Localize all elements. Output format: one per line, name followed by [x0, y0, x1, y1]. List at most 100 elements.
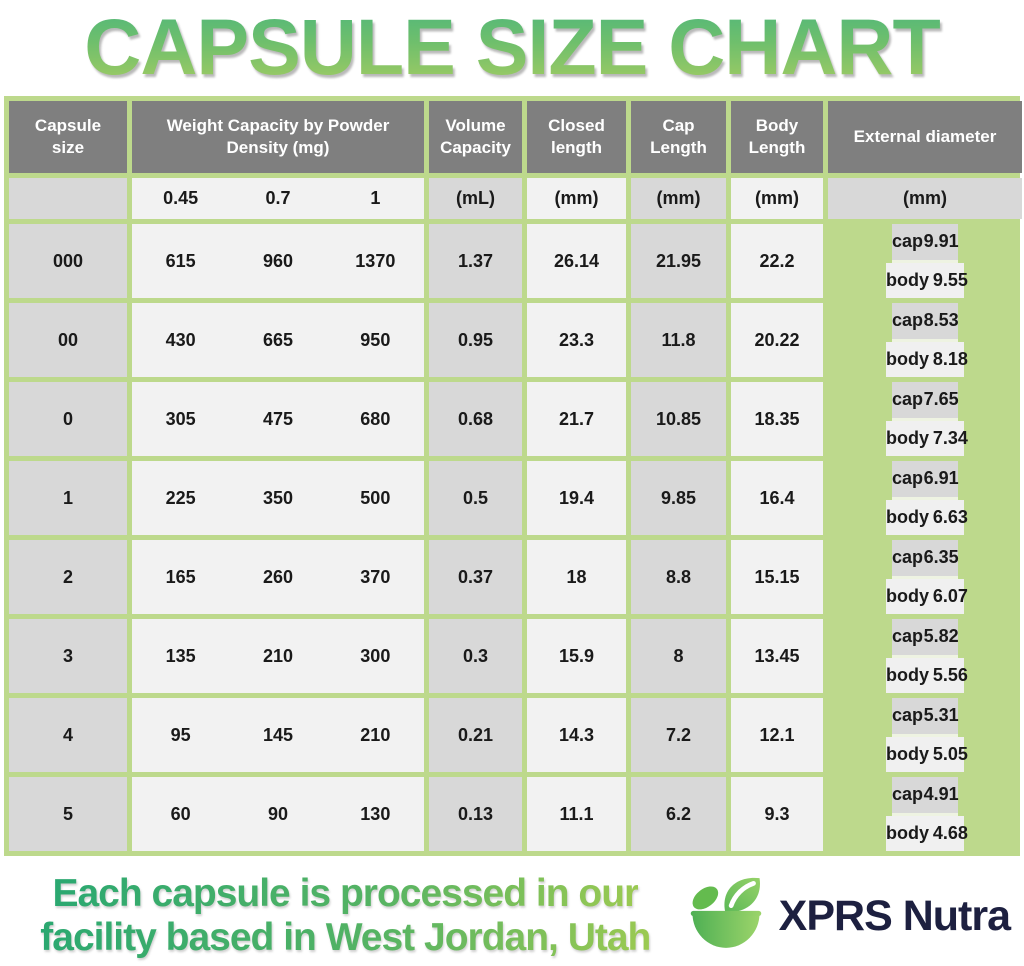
- title-bar: CAPSULE SIZE CHART: [0, 0, 1024, 94]
- external-cap-value: 8.53: [923, 310, 959, 331]
- body-length-cell: 9.3: [731, 777, 823, 851]
- body-length-cell: 20.22: [731, 303, 823, 377]
- external-body-label: body: [885, 427, 929, 448]
- volume-capacity-cell: 1.37: [429, 224, 522, 298]
- brand-name: XPRS Nutra: [778, 891, 1011, 940]
- external-diameter-cell: cap 6.35 body 6.07: [828, 540, 1022, 614]
- units-closed: (mm): [527, 178, 626, 219]
- table-row: 4 95 145 210 0.21 14.3 7.2 12.1 cap 5.31…: [9, 698, 1015, 772]
- volume-capacity-cell: 0.21: [429, 698, 522, 772]
- body-length-cell: 13.45: [731, 619, 823, 693]
- table-row: 000 615 960 1370 1.37 26.14 21.95 22.2 c…: [9, 224, 1015, 298]
- weight-at-1: 130: [360, 803, 391, 824]
- weight-at-1: 300: [360, 645, 391, 666]
- table-row: 2 165 260 370 0.37 18 8.8 15.15 cap 6.35…: [9, 540, 1015, 614]
- density-045: 0.45: [163, 188, 199, 208]
- capsule-size-cell: 000: [9, 224, 127, 298]
- cap-length-cell: 8: [631, 619, 726, 693]
- external-body-row: body 9.55: [885, 262, 968, 298]
- weight-at-07: 145: [262, 724, 294, 745]
- brand-logo: XPRS Nutra: [683, 873, 1011, 959]
- weight-at-1: 500: [360, 487, 391, 508]
- weight-at-07: 260: [262, 566, 294, 587]
- weight-at-07: 475: [262, 408, 294, 429]
- external-body-value: 7.34: [932, 427, 968, 448]
- external-cap-value: 6.35: [923, 547, 959, 568]
- mortar-leaf-icon: [690, 877, 761, 948]
- cap-length-cell: 11.8: [631, 303, 726, 377]
- capsule-size-cell: 3: [9, 619, 127, 693]
- external-diameter-cell: cap 5.31 body 5.05: [828, 698, 1022, 772]
- weight-capacity-cell: 615 960 1370: [132, 224, 424, 298]
- weight-capacity-cell: 305 475 680: [132, 382, 424, 456]
- closed-length-cell: 15.9: [527, 619, 626, 693]
- weight-capacity-cell: 165 260 370: [132, 540, 424, 614]
- external-cap-row: cap 5.31: [891, 698, 959, 737]
- header-volume-capacity: Volume Capacity: [429, 101, 522, 173]
- weight-capacity-cell: 225 350 500: [132, 461, 424, 535]
- external-body-row: body 5.56: [885, 657, 968, 693]
- units-capsule-size-empty: [9, 178, 127, 219]
- external-cap-label: cap: [891, 310, 923, 331]
- table-units-row: 0.45 0.7 1 (mL) (mm) (mm) (mm) (mm): [9, 178, 1022, 219]
- external-cap-value: 5.82: [923, 626, 959, 647]
- external-body-value: 8.18: [932, 348, 968, 369]
- table-row: 5 60 90 130 0.13 11.1 6.2 9.3 cap 4.91 b…: [9, 777, 1015, 851]
- external-cap-value: 6.91: [923, 468, 959, 489]
- external-body-value: 5.56: [932, 664, 968, 685]
- closed-length-cell: 11.1: [527, 777, 626, 851]
- cap-length-cell: 7.2: [631, 698, 726, 772]
- weight-at-1: 950: [360, 329, 391, 350]
- header-body-length: Body Length: [731, 101, 823, 173]
- header-cap-length: Cap Length: [631, 101, 726, 173]
- external-body-label: body: [885, 743, 929, 764]
- external-cap-label: cap: [891, 547, 923, 568]
- footer-line-1: Each capsule is processed in our: [52, 872, 639, 915]
- volume-capacity-cell: 0.37: [429, 540, 522, 614]
- weight-at-1: 1370: [355, 250, 396, 271]
- weight-at-1: 680: [360, 408, 391, 429]
- header-weight-capacity: Weight Capacity by Powder Density (mg): [132, 101, 424, 173]
- closed-length-cell: 14.3: [527, 698, 626, 772]
- units-cap: (mm): [631, 178, 726, 219]
- external-diameter-cell: cap 9.91 body 9.55: [828, 224, 1022, 298]
- header-external-diameter: External diameter: [828, 101, 1022, 173]
- external-cap-row: cap 8.53: [891, 303, 959, 342]
- external-cap-row: cap 6.91: [891, 461, 959, 500]
- capsule-size-table: Capsule size Weight Capacity by Powder D…: [4, 96, 1022, 856]
- capsule-size-cell: 0: [9, 382, 127, 456]
- external-cap-label: cap: [891, 705, 923, 726]
- weight-capacity-cell: 430 665 950: [132, 303, 424, 377]
- weight-capacity-cell: 135 210 300: [132, 619, 424, 693]
- weight-at-07: 665: [262, 329, 294, 350]
- closed-length-cell: 19.4: [527, 461, 626, 535]
- weight-at-07: 90: [267, 803, 288, 824]
- weight-at-045: 95: [170, 724, 191, 745]
- external-cap-row: cap 4.91: [891, 777, 959, 816]
- weight-at-045: 615: [165, 250, 196, 271]
- capsule-size-cell: 4: [9, 698, 127, 772]
- weight-at-045: 430: [165, 329, 196, 350]
- units-body: (mm): [731, 178, 823, 219]
- body-length-cell: 16.4: [731, 461, 823, 535]
- capsule-size-cell: 5: [9, 777, 127, 851]
- weight-at-07: 960: [262, 250, 294, 271]
- cap-length-cell: 6.2: [631, 777, 726, 851]
- external-body-row: body 7.34: [885, 420, 968, 456]
- external-body-value: 6.63: [932, 506, 968, 527]
- weight-at-07: 350: [262, 487, 294, 508]
- external-cap-label: cap: [891, 626, 923, 647]
- external-cap-label: cap: [891, 231, 923, 252]
- cap-length-cell: 9.85: [631, 461, 726, 535]
- external-body-value: 4.68: [932, 822, 968, 843]
- external-body-value: 6.07: [932, 585, 968, 606]
- external-body-row: body 6.07: [885, 578, 968, 614]
- closed-length-cell: 26.14: [527, 224, 626, 298]
- header-closed-length: Closed length: [527, 101, 626, 173]
- external-diameter-cell: cap 6.91 body 6.63: [828, 461, 1022, 535]
- external-cap-row: cap 5.82: [891, 619, 959, 658]
- external-body-label: body: [885, 506, 929, 527]
- footer: Each capsule is processed in our facilit…: [0, 872, 1024, 960]
- density-1: 1: [370, 188, 381, 208]
- volume-capacity-cell: 0.5: [429, 461, 522, 535]
